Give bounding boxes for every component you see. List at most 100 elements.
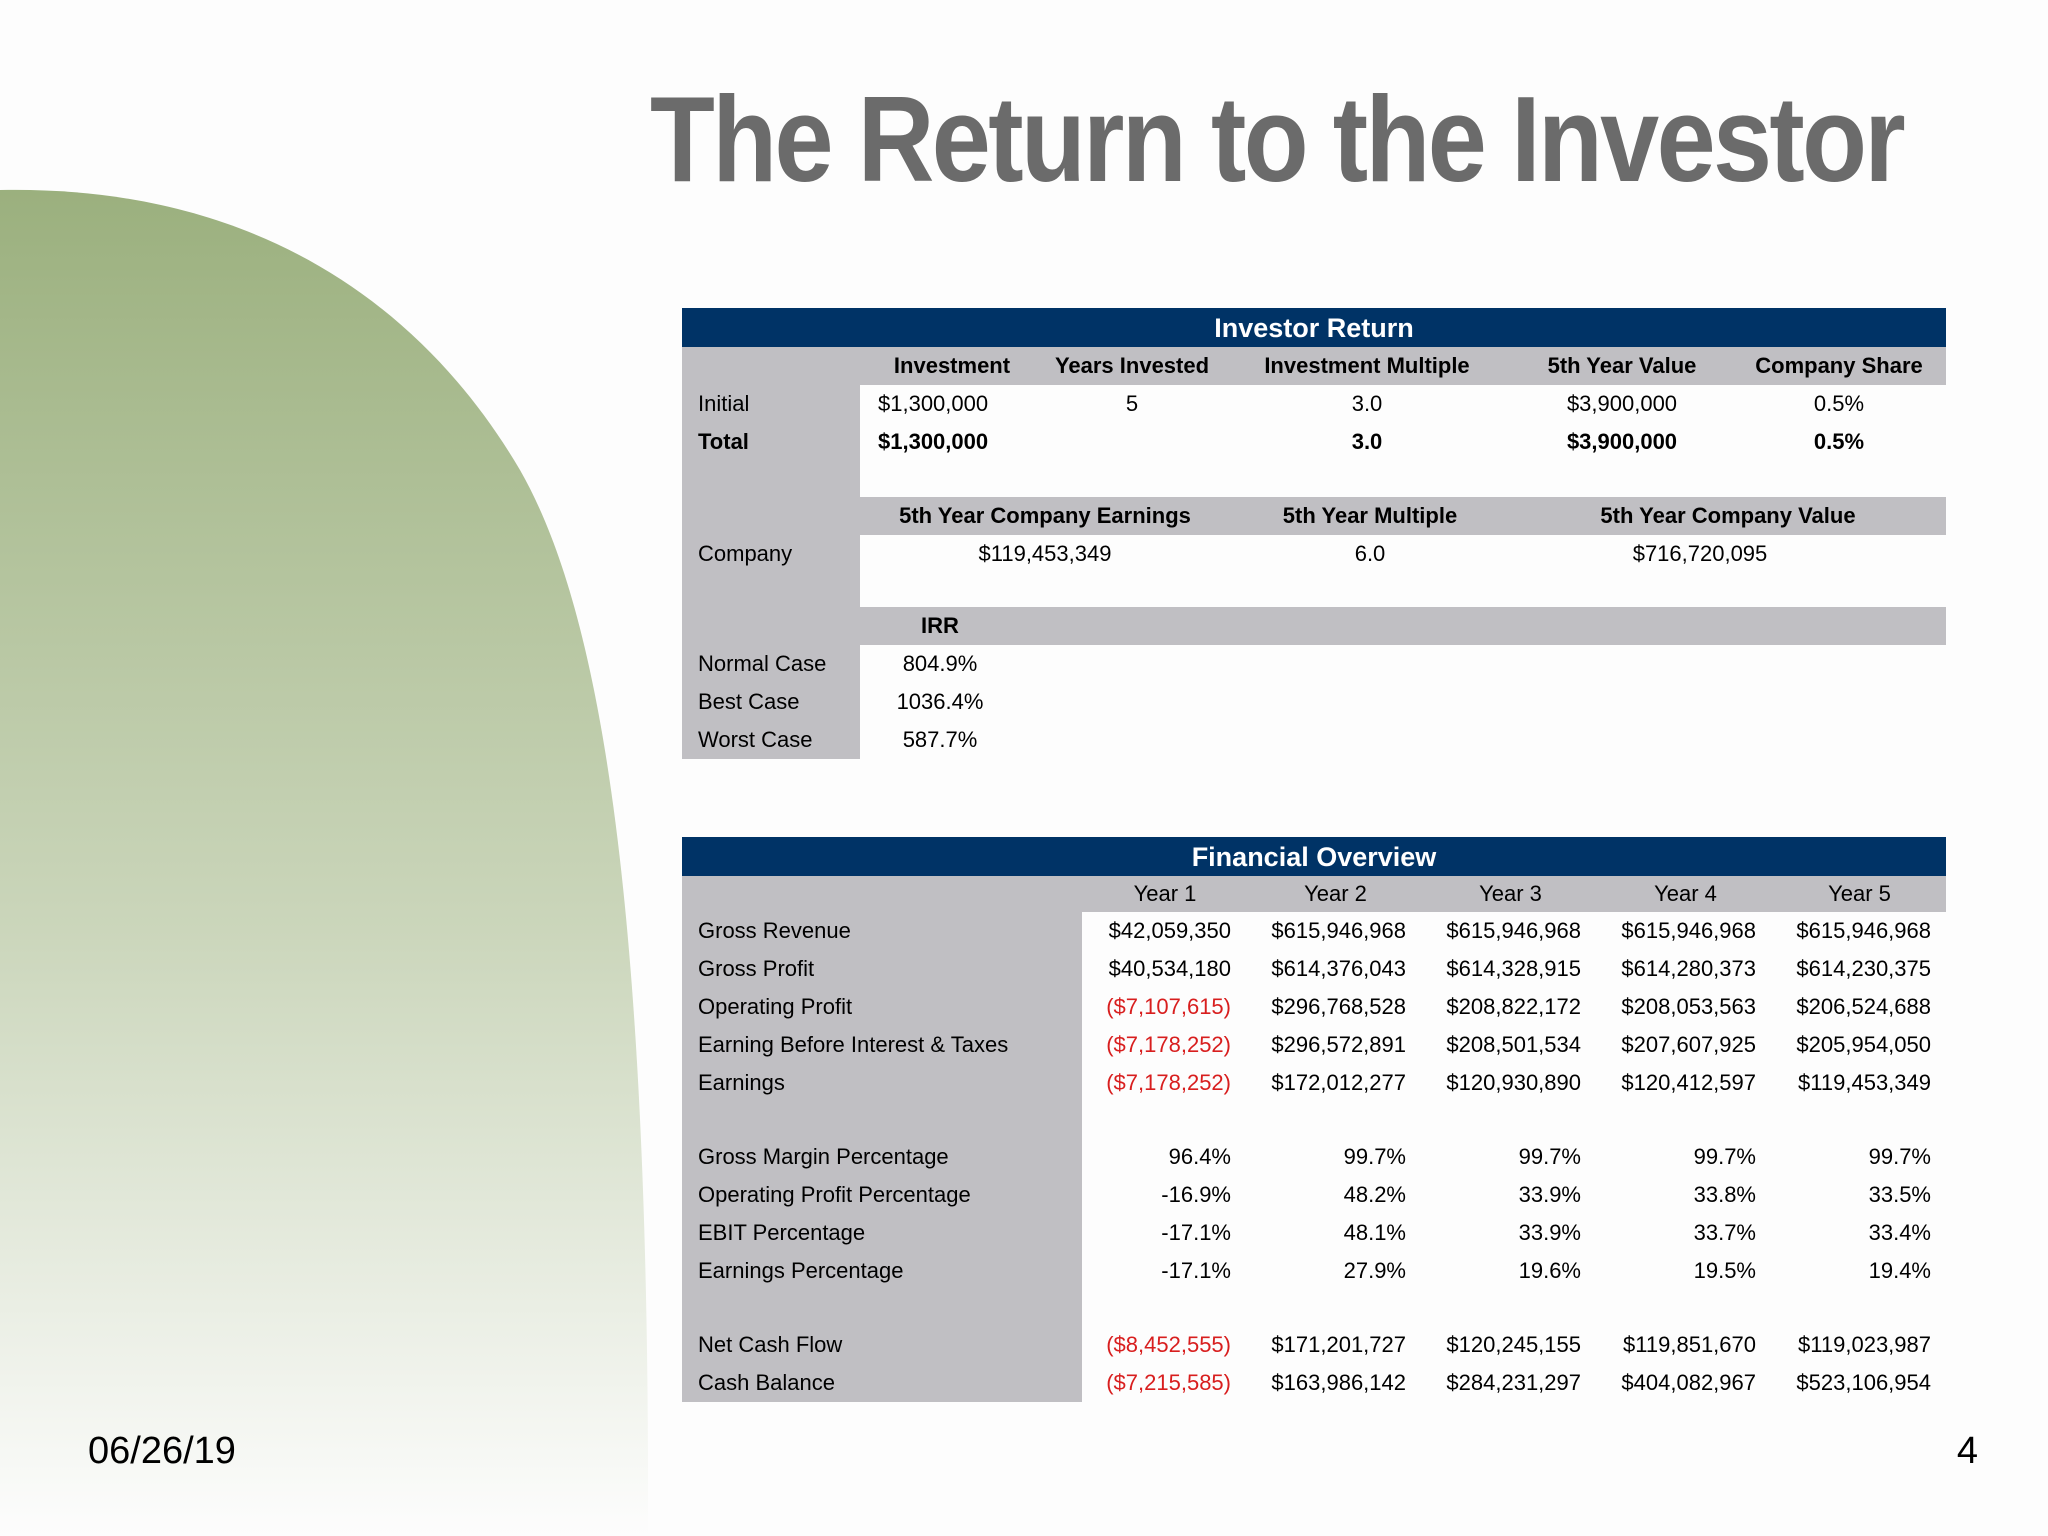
- multiple-value: 3.0: [1351, 429, 1383, 454]
- irr-row-best: Best Case 1036.4%: [682, 683, 1946, 721]
- years-value: 5: [1125, 391, 1139, 416]
- label-band: [682, 1290, 1082, 1326]
- year-4-value: 33.7%: [1693, 1220, 1756, 1245]
- year-2-value: $296,572,891: [1271, 1032, 1406, 1057]
- row-label: Earnings Percentage: [682, 1252, 1082, 1290]
- col-5th-year-value: 5th Year Value: [1547, 353, 1697, 378]
- year-1-value: 96.4%: [1168, 1144, 1231, 1169]
- year-1-value: $42,059,350: [1108, 918, 1231, 943]
- year-2-value: $296,768,528: [1271, 994, 1406, 1019]
- fifth-year-value: $3,900,000: [1566, 391, 1678, 416]
- year-5-value: $119,023,987: [1798, 1332, 1931, 1357]
- year-5-value: $614,230,375: [1796, 956, 1931, 981]
- irr-row-worst: Worst Case 587.7%: [682, 721, 1946, 759]
- row-label: Earning Before Interest & Taxes: [682, 1026, 1082, 1064]
- year-2-value: $172,012,277: [1271, 1070, 1406, 1095]
- row-label: Initial: [682, 385, 860, 423]
- col-5th-year-company-earnings: 5th Year Company Earnings: [899, 503, 1191, 528]
- year-2-value: 99.7%: [1343, 1144, 1406, 1169]
- year-2-value: 27.9%: [1343, 1258, 1406, 1283]
- row-label: Net Cash Flow: [682, 1326, 1082, 1364]
- year-4-value: $404,082,967: [1621, 1370, 1756, 1395]
- year-1-value: -17.1%: [1161, 1220, 1231, 1245]
- header-band: [682, 497, 1946, 535]
- company-value-value: $716,720,095: [1632, 541, 1768, 566]
- year-4-value: $120,412,597: [1621, 1070, 1756, 1095]
- year-3-value: $614,328,915: [1446, 956, 1581, 981]
- header-band: [682, 347, 1946, 385]
- year-5-value: $206,524,688: [1796, 994, 1931, 1019]
- investment-value: $1,300,000: [878, 391, 989, 416]
- row-label: Worst Case: [682, 721, 860, 759]
- header-band: [682, 876, 1946, 912]
- year-5-value: $205,954,050: [1796, 1032, 1931, 1057]
- year-5-value: 99.7%: [1868, 1144, 1931, 1169]
- company-column-header-row: 5th Year Company Earnings 5th Year Multi…: [682, 497, 1946, 535]
- company-share-value: 0.5%: [1813, 429, 1865, 454]
- investor-column-header-row: Investment Years Invested Investment Mul…: [682, 347, 1946, 385]
- row-label: Operating Profit: [682, 988, 1082, 1026]
- col-company-share: Company Share: [1755, 353, 1923, 378]
- year-3-value: 33.9%: [1518, 1182, 1581, 1207]
- year-3-value: 19.6%: [1518, 1258, 1581, 1283]
- year-5-value: $615,946,968: [1796, 918, 1931, 943]
- year-2-value: $163,986,142: [1271, 1370, 1406, 1395]
- investor-row-initial: Initial $1,300,000 5 3.0 $3,900,000 0.5%: [682, 385, 1946, 423]
- multiple-value: 3.0: [1351, 391, 1383, 416]
- row-label: Operating Profit Percentage: [682, 1176, 1082, 1214]
- year-3-value: $284,231,297: [1446, 1370, 1581, 1395]
- table-row: Gross Margin Percentage 96.4% 99.7% 99.7% 99…: [682, 1138, 1946, 1176]
- label-band: [682, 573, 860, 607]
- table-row: Earnings Percentage -17.1% 27.9% 19.6% 19.5%…: [682, 1252, 1946, 1290]
- row-label: Cash Balance: [682, 1364, 1082, 1402]
- col-investment-multiple: Investment Multiple: [1264, 353, 1470, 378]
- year-2-value: $171,201,727: [1271, 1332, 1406, 1357]
- row-label: Total: [682, 423, 860, 461]
- row-label: Best Case: [682, 683, 860, 721]
- year-3-value: $208,501,534: [1446, 1032, 1581, 1057]
- table-row: Earning Before Interest & Taxes ($7,178,2…: [682, 1026, 1946, 1064]
- year-5-value: 33.5%: [1868, 1182, 1931, 1207]
- year-3-value: $615,946,968: [1446, 918, 1581, 943]
- year-4-value: $614,280,373: [1621, 956, 1756, 981]
- year-1-value: $40,534,180: [1108, 956, 1231, 981]
- year-1-value: -16.9%: [1161, 1182, 1231, 1207]
- year-5-value: $119,453,349: [1798, 1070, 1931, 1095]
- page-number: 4: [1956, 1430, 1978, 1472]
- investor-return-header: Investor Return: [682, 308, 1946, 347]
- col-5th-year-multiple: 5th Year Multiple: [1282, 503, 1458, 528]
- table-row: Cash Balance ($7,215,585) $163,986,142 $284…: [682, 1364, 1946, 1402]
- table-row: Earnings ($7,178,252) $172,012,277 $120,930…: [682, 1064, 1946, 1102]
- year-5-value: 19.4%: [1868, 1258, 1931, 1283]
- spacer-row: [682, 1290, 1946, 1326]
- years-value: [1042, 423, 1222, 461]
- year-3-value: $120,930,890: [1446, 1070, 1581, 1095]
- company-multiple-value: 6.0: [1354, 541, 1386, 566]
- spacer-row: [682, 1102, 1946, 1138]
- table-row: Net Cash Flow ($8,452,555) $171,201,727 $12…: [682, 1326, 1946, 1364]
- spacer-row: [682, 573, 1946, 607]
- irr-value: 587.7%: [902, 727, 978, 752]
- irr-row-normal: Normal Case 804.9%: [682, 645, 1946, 683]
- fifth-year-value: $3,900,000: [1566, 429, 1678, 454]
- year-3-value: 33.9%: [1518, 1220, 1581, 1245]
- header-band: [682, 607, 1946, 645]
- year-2-value: $614,376,043: [1271, 956, 1406, 981]
- row-label: Gross Revenue: [682, 912, 1082, 950]
- row-label: Earnings: [682, 1064, 1082, 1102]
- col-5th-year-company-value: 5th Year Company Value: [1600, 503, 1856, 528]
- year-2-value: 48.2%: [1343, 1182, 1406, 1207]
- row-label: Normal Case: [682, 645, 860, 683]
- row-label: Company: [682, 535, 860, 573]
- year-3-value: 99.7%: [1518, 1144, 1581, 1169]
- table-row: EBIT Percentage -17.1% 48.1% 33.9% 33.7% 33.4…: [682, 1214, 1946, 1252]
- irr-header-row: IRR: [682, 607, 1946, 645]
- financial-overview-header: Financial Overview: [682, 837, 1946, 876]
- year-5-value: 33.4%: [1868, 1220, 1931, 1245]
- year-1-value: ($7,178,252): [1106, 1032, 1231, 1057]
- col-year-2: Year 2: [1304, 881, 1367, 906]
- year-1-value: ($7,215,585): [1106, 1370, 1231, 1395]
- col-investment: Investment: [893, 353, 1011, 378]
- col-year-3: Year 3: [1479, 881, 1542, 906]
